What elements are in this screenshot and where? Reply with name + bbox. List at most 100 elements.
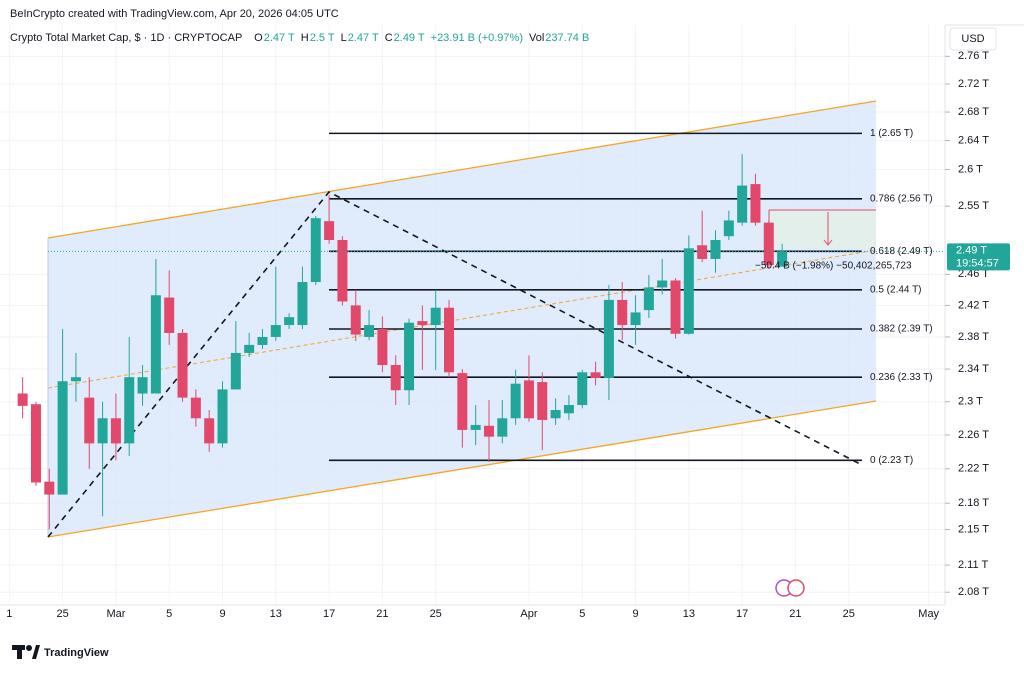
- x-axis: 1 25 Mar 5 9 13 17 21 25 Apr 5 9 13 17 21 25 May: [6, 608, 939, 620]
- x-tick-label: 25: [430, 608, 442, 620]
- icon[interactable]: [787, 579, 805, 597]
- logo-text: TradingView: [44, 647, 109, 659]
- x-tick-label: 1: [6, 608, 12, 620]
- y-tick-label: 2.55 T: [958, 200, 989, 212]
- candle-body: [164, 297, 175, 333]
- candle-body: [364, 325, 375, 337]
- ohlc-value: 2.49 T: [394, 32, 425, 44]
- y-tick-label: 2.6 T: [958, 163, 983, 175]
- change: +23.91 B (+0.97%): [431, 32, 523, 44]
- legend-row: Crypto Total Market Cap, $ · 1D · CRYPTO…: [10, 32, 589, 44]
- position-zone: [769, 210, 876, 248]
- candle-body: [337, 239, 348, 302]
- y-tick-label: 2.08 T: [958, 586, 989, 598]
- channel-fill: [48, 101, 876, 537]
- candle-body: [244, 344, 255, 353]
- y-tick-label: 2.38 T: [958, 331, 989, 343]
- candle-body: [417, 321, 428, 326]
- candle-body: [603, 299, 614, 378]
- candle-body: [617, 299, 628, 326]
- candle-body: [430, 307, 441, 326]
- fib-label: 0.786 (2.56 T): [870, 193, 933, 204]
- x-tick-label: 17: [736, 608, 748, 620]
- zigzag: [47, 190, 863, 538]
- fib-label: 0.382 (2.39 T): [870, 324, 933, 335]
- y-tick-label: 2.46 T: [958, 268, 989, 280]
- logo: TradingView: [12, 645, 109, 659]
- position-arrow-head: [823, 239, 833, 246]
- ohlc-key: L: [341, 32, 347, 44]
- candle-body: [217, 389, 228, 444]
- y-tick-label: 2.11 T: [958, 559, 988, 571]
- candle-body: [657, 280, 668, 288]
- candle-body: [284, 317, 295, 326]
- candle-body: [110, 418, 121, 444]
- candle-body: [497, 418, 508, 437]
- candle-body: [683, 248, 694, 334]
- logo-mark: [32, 645, 40, 659]
- candle-body: [750, 184, 761, 223]
- candle-body: [30, 404, 41, 483]
- ohlc-value: 2.5 T: [310, 32, 335, 44]
- y-tick-label: 2.34 T: [958, 363, 989, 375]
- candle-body: [390, 365, 401, 391]
- x-tick-label: 25: [843, 608, 855, 620]
- volume-key: Vol: [529, 32, 544, 44]
- currency-box[interactable]: [949, 27, 997, 51]
- candle-body: [17, 393, 28, 406]
- last-price-tag: [947, 243, 1010, 271]
- fib-label: 1 (2.65 T): [870, 128, 913, 139]
- candle-body: [577, 372, 588, 406]
- volume: 237.74 B: [545, 32, 589, 44]
- channel-upper: [47, 100, 877, 239]
- ohlc-value: 2.47 T: [264, 32, 295, 44]
- x-tick-label: 25: [56, 608, 68, 620]
- fib-label: 0.618 (2.49 T): [870, 246, 933, 257]
- candle-body: [550, 409, 561, 419]
- candle-body: [590, 372, 601, 378]
- logo-mark: [17, 645, 22, 659]
- candle-body: [537, 382, 548, 420]
- ohlc-key: C: [385, 32, 393, 44]
- candle-body: [350, 305, 361, 335]
- candle-body: [257, 336, 268, 345]
- candle-body: [457, 373, 468, 430]
- x-tick-label: Apr: [520, 608, 537, 620]
- x-tick-label: 13: [270, 608, 282, 620]
- candle-body: [190, 397, 201, 419]
- candle-body: [763, 222, 774, 266]
- ohlc-key: O: [254, 32, 263, 44]
- countdown: 19:54:57: [956, 257, 999, 269]
- x-tick-label: 21: [376, 608, 388, 620]
- candle-body: [483, 425, 494, 437]
- x-tick-label: 5: [579, 608, 585, 620]
- candle-body: [230, 352, 241, 390]
- y-tick-label: 2.64 T: [958, 134, 989, 146]
- candle-body: [523, 380, 534, 419]
- candle-body: [204, 418, 215, 444]
- candle-body: [710, 239, 721, 259]
- currency[interactable]: USD: [961, 33, 984, 45]
- x-tick-label: 5: [166, 608, 172, 620]
- candle-body: [57, 381, 68, 495]
- y-tick-label: 2.26 T: [958, 429, 989, 441]
- candle-body: [723, 220, 734, 237]
- y-tick-label: 2.76 T: [958, 50, 989, 62]
- candle-body: [377, 329, 388, 366]
- last-price-label: 2.49 T: [956, 244, 987, 256]
- candle-body: [297, 282, 308, 326]
- fib-label: 0.236 (2.33 T): [870, 372, 933, 383]
- candle-body: [124, 377, 135, 444]
- x-tick-label: Mar: [106, 608, 125, 620]
- candle-body: [84, 397, 95, 444]
- y-tick-label: 2.42 T: [958, 299, 989, 311]
- candles: [17, 154, 945, 530]
- candle-body: [310, 218, 321, 283]
- y-tick-label: 2.18 T: [958, 497, 989, 509]
- logo-mark: [26, 645, 32, 651]
- candle-body: [97, 418, 108, 444]
- x-tick-label: 21: [789, 608, 801, 620]
- channel-lower: [47, 400, 877, 538]
